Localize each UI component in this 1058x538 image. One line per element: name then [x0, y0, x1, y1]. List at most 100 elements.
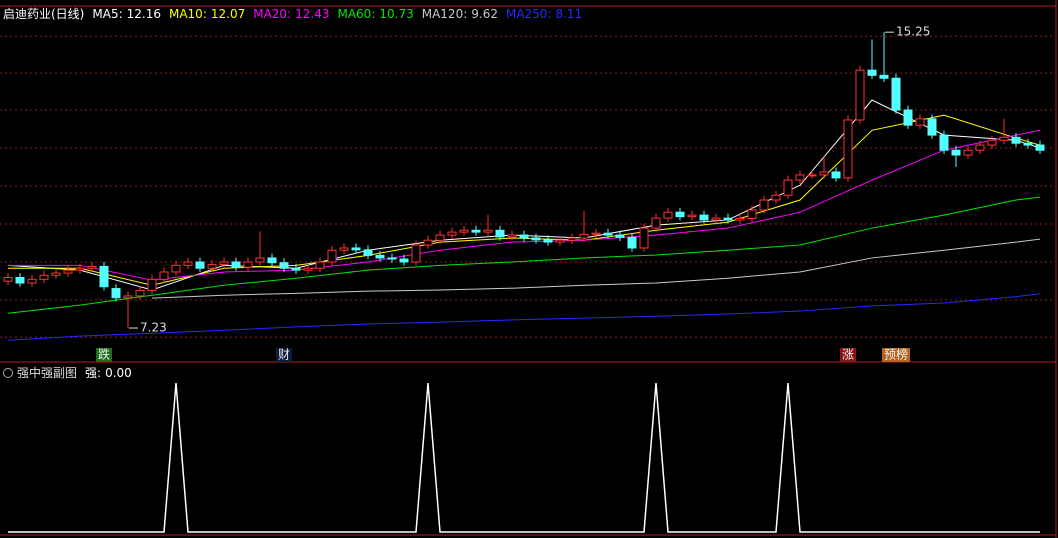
candle-body [975, 144, 985, 151]
candle-body [603, 232, 613, 236]
legend: 强中强副图 强: 0.00 [17, 365, 132, 380]
candle-body [27, 278, 37, 284]
candle-body [267, 257, 277, 264]
event-label: 跌 [98, 347, 110, 362]
legend-value: 12.16 [127, 7, 161, 21]
candle-body [399, 258, 409, 263]
candle-body [327, 249, 337, 263]
candle-body [39, 274, 49, 280]
candle-body [519, 234, 529, 239]
candle-body [87, 265, 97, 269]
candle-body [555, 239, 565, 243]
legend-separator: : [371, 7, 375, 21]
candle-body [723, 217, 733, 221]
candle-body [663, 211, 673, 219]
candle-body [699, 214, 709, 221]
candle-body [891, 77, 901, 111]
candle-body [987, 139, 997, 146]
candle-body [963, 149, 973, 156]
candle-body [687, 214, 697, 218]
panel-icon [3, 368, 13, 378]
candle-body [411, 244, 421, 263]
candle-body [99, 265, 109, 288]
candle-body [531, 237, 541, 241]
event-badge [839, 348, 857, 362]
candle-body [927, 118, 937, 136]
candle-body [735, 217, 745, 221]
ma-line [7, 293, 1041, 341]
candle-body [831, 171, 841, 179]
candle-body [183, 261, 193, 266]
candle-body [195, 261, 205, 269]
candle-body [339, 247, 349, 251]
ma-line [151, 238, 1041, 299]
candle-body [387, 257, 397, 260]
candle-body [771, 194, 781, 201]
event-label: 涨 [842, 347, 854, 362]
legend-name: MA120 [422, 7, 463, 21]
candle-body [231, 261, 241, 268]
legend-value: 10.73 [379, 7, 413, 21]
event-label: 预榜 [884, 347, 908, 362]
candle-body [315, 261, 325, 269]
ma-line [7, 196, 1041, 314]
candle-body [351, 247, 361, 251]
candle-body [591, 232, 601, 235]
ma-line [8, 129, 1041, 281]
candle-body [759, 199, 769, 211]
legend-value: 9.62 [471, 7, 498, 21]
event-badge [275, 348, 293, 362]
candle-body [219, 261, 229, 266]
legend-name: 强 [85, 366, 97, 380]
candle-body [495, 229, 505, 238]
legend-value: 12.43 [295, 7, 329, 21]
event-label: 财 [278, 348, 290, 362]
panel-title: 启迪药业(日线) [3, 7, 84, 21]
legend-value: 0.00 [105, 366, 132, 380]
legend: 启迪药业(日线) MA5: 12.16 MA10: 12.07 MA20: 12.43 MA6… [3, 7, 582, 21]
legend-name: MA60 [337, 7, 371, 21]
candle-body [867, 69, 877, 76]
legend-separator: : [463, 7, 467, 21]
candle-body [435, 234, 445, 241]
extreme-label: 15.25 [896, 25, 930, 39]
candle-body [255, 257, 265, 263]
candle-body [855, 69, 865, 121]
legend-separator: : [547, 7, 551, 21]
candle-body [3, 276, 13, 282]
legend-separator: : [97, 366, 101, 380]
candle-body [819, 171, 829, 176]
legend-separator: : [287, 7, 291, 21]
indicator-line [8, 382, 1040, 533]
candle-body [291, 267, 301, 271]
candle-body [1011, 136, 1021, 144]
candle-body [279, 262, 289, 269]
candle-body [951, 149, 961, 156]
candle-body [579, 233, 589, 239]
candle-body [51, 272, 61, 276]
legend-name: MA20 [253, 7, 287, 21]
extreme-label: 7.23 [140, 321, 167, 335]
legend-separator: : [203, 7, 207, 21]
candle-body [939, 134, 949, 151]
candle-body [459, 229, 469, 233]
panel-title: 强中强副图 [17, 365, 77, 380]
candle-body [915, 118, 925, 126]
legend-name: MA5 [92, 7, 118, 21]
candle-body [75, 267, 85, 271]
event-badge [881, 348, 911, 362]
candle-body [471, 229, 481, 233]
candle-body [903, 109, 913, 126]
candle-body [1035, 144, 1045, 151]
candle-body [135, 289, 145, 297]
candle-body [507, 234, 517, 238]
candle-body [423, 239, 433, 246]
candle-body [999, 136, 1009, 141]
candle-body [783, 179, 793, 196]
candle-body [159, 271, 169, 280]
legend-separator: : [119, 7, 123, 21]
candle-body [1023, 142, 1033, 146]
candle-body [615, 234, 625, 238]
